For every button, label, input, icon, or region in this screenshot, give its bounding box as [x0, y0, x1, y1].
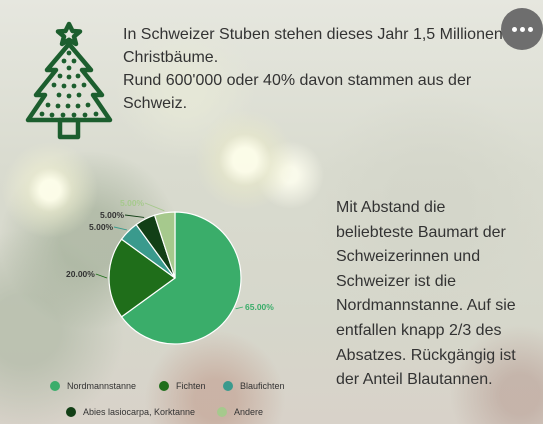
legend-label: Andere: [234, 407, 263, 417]
legend-label: Blaufichten: [240, 381, 285, 391]
legend-swatch: [159, 381, 169, 391]
legend-item-blaufichten[interactable]: Blaufichten: [223, 381, 285, 391]
pie-value-labels: 65.00% 20.00% 5.00% 5.00% 5.00%: [66, 198, 274, 312]
pie-slices: [108, 211, 242, 345]
pie-chart: 65.00% 20.00% 5.00% 5.00% 5.00% Nordmannstan…: [50, 198, 285, 417]
legend-label: Nordmannstanne: [67, 381, 136, 391]
intro-line-2: Rund 600'000 oder 40% davon stammen aus …: [123, 72, 472, 112]
legend-swatch: [217, 407, 227, 417]
pie-leader-line: [235, 306, 244, 310]
chart-legend: Nordmannstanne Fichten Blaufichten Abies la…: [50, 381, 285, 417]
pie-value-label: 65.00%: [245, 302, 274, 312]
legend-item-andere[interactable]: Andere: [217, 407, 263, 417]
legend-label: Fichten: [176, 381, 206, 391]
pie-leader-line: [124, 214, 145, 218]
pie-value-label: 5.00%: [100, 210, 125, 220]
pie-leader-line: [144, 202, 165, 212]
intro-text: In Schweizer Stuben stehen dieses Jahr 1…: [123, 23, 518, 115]
pie-label-leaders: [95, 202, 244, 310]
pie-slice-nordmannstanne[interactable]: [120, 211, 242, 345]
pie-value-label: 5.00%: [120, 198, 145, 208]
pie-leader-line: [113, 226, 128, 231]
legend-item-nordmannstanne[interactable]: Nordmannstanne: [50, 381, 136, 391]
pie-leader-line: [95, 273, 108, 279]
side-description: Mit Abstand die beliebteste Baumart der …: [336, 199, 516, 389]
intro-line-1: In Schweizer Stuben stehen dieses Jahr 1…: [123, 26, 503, 66]
legend-item-fichten[interactable]: Fichten: [159, 381, 206, 391]
legend-swatch: [50, 381, 60, 391]
legend-swatch: [223, 381, 233, 391]
pie-value-label: 5.00%: [89, 222, 114, 232]
legend-swatch: [66, 407, 76, 417]
christmas-tree-icon: [25, 21, 113, 140]
more-horizontal-icon: [511, 26, 517, 32]
pie-slice-fichten[interactable]: [108, 238, 177, 318]
legend-item-abies-lasiocarpa-korktanne[interactable]: Abies lasiocarpa, Korktanne: [66, 407, 195, 417]
more-options-button[interactable]: [501, 8, 543, 50]
pie-value-label: 20.00%: [66, 269, 95, 279]
pie-slice-andere[interactable]: [153, 211, 176, 279]
legend-label: Abies lasiocarpa, Korktanne: [83, 407, 195, 417]
